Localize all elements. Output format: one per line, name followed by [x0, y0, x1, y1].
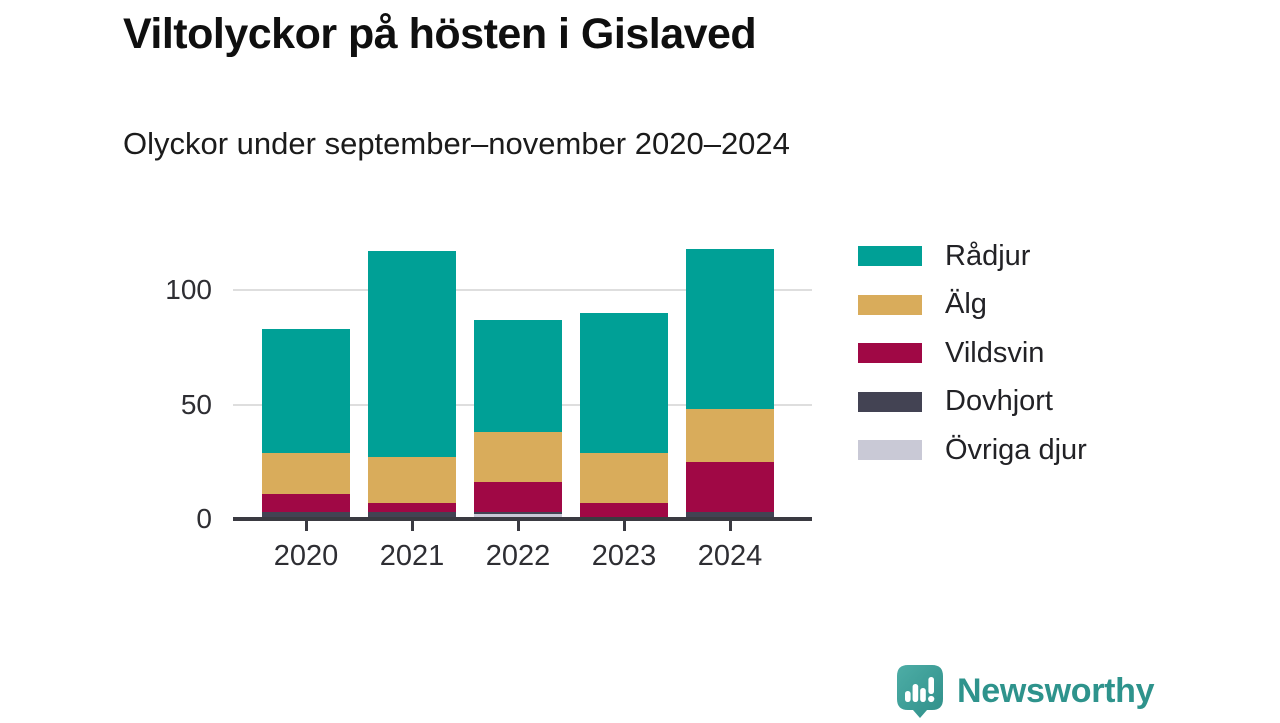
x-axis-tick-2021	[410, 521, 414, 531]
x-axis-label-2021: 2021	[379, 540, 445, 572]
legend-label-vriga-djur: Övriga djur	[945, 433, 1087, 466]
bar-segment-lg-2024	[686, 409, 774, 462]
y-axis-tick-label: 100	[165, 274, 212, 305]
bar-segment-lg-2023	[580, 452, 668, 503]
legend-swatch-vildsvin	[858, 343, 922, 363]
gridline-100	[233, 289, 812, 291]
legend-swatch-dovhjort	[858, 391, 922, 412]
y-axis-tick-label: 50	[180, 388, 212, 420]
legend-label-dovhjort: Dovhjort	[945, 385, 1053, 417]
newsworthy-logo: Newsworthy	[897, 665, 1155, 723]
chart-title: Viltolyckor på hösten i Gislaved	[123, 10, 757, 58]
bar-segment-vriga-djur-2022	[474, 514, 562, 519]
legend-swatch-lg	[858, 294, 922, 315]
bar-segment-vildsvin-2024	[686, 461, 774, 513]
y-axis-tick-label: 0	[196, 503, 212, 534]
bar-segment-lg-2020	[262, 452, 350, 494]
legend-item-lg: Älg	[858, 288, 987, 320]
x-axis-label-2023: 2023	[591, 540, 657, 572]
bar-segment-r-djur-2021	[368, 251, 456, 458]
bar-segment-dovhjort-2020	[262, 512, 350, 519]
x-axis-tick-2023	[622, 521, 626, 531]
legend-item-dovhjort: Dovhjort	[858, 385, 1053, 417]
bar-segment-vildsvin-2021	[368, 502, 456, 513]
legend-item-r-djur: Rådjur	[858, 239, 1031, 272]
legend-item-vriga-djur: Övriga djur	[858, 433, 1087, 466]
bar-segment-dovhjort-2021	[368, 512, 456, 517]
x-axis-label-2020: 2020	[273, 540, 339, 572]
legend-swatch-vriga-djur	[858, 440, 922, 460]
x-axis-line	[233, 517, 812, 521]
legend-label-vildsvin: Vildsvin	[945, 336, 1045, 369]
bar-segment-vildsvin-2020	[262, 493, 350, 513]
x-axis-tick-2022	[516, 521, 520, 531]
legend-swatch-r-djur	[858, 246, 922, 266]
bar-segment-r-djur-2024	[686, 248, 774, 410]
bar-segment-r-djur-2023	[580, 312, 668, 453]
bar-segment-vildsvin-2022	[474, 482, 562, 513]
bar-segment-lg-2021	[368, 457, 456, 503]
bar-segment-r-djur-2022	[474, 319, 562, 432]
bar-segment-vildsvin-2023	[580, 502, 668, 519]
legend-label-lg: Älg	[945, 288, 987, 320]
x-axis-tick-2020	[304, 521, 308, 531]
legend-label-r-djur: Rådjur	[945, 239, 1031, 272]
x-axis-tick-2024	[728, 521, 732, 531]
legend-item-vildsvin: Vildsvin	[858, 336, 1045, 369]
bar-segment-dovhjort-2024	[686, 512, 774, 517]
newsworthy-bubble-chart-icon	[897, 665, 943, 723]
bar-segment-dovhjort-2022	[474, 512, 562, 515]
bar-segment-lg-2022	[474, 431, 562, 483]
x-axis-label-2022: 2022	[485, 540, 551, 572]
chart-subtitle: Olyckor under september–november 2020–20…	[123, 126, 790, 161]
x-axis-label-2024: 2024	[697, 540, 763, 572]
bar-segment-r-djur-2020	[262, 328, 350, 453]
newsworthy-wordmark: Newsworthy	[957, 672, 1155, 710]
